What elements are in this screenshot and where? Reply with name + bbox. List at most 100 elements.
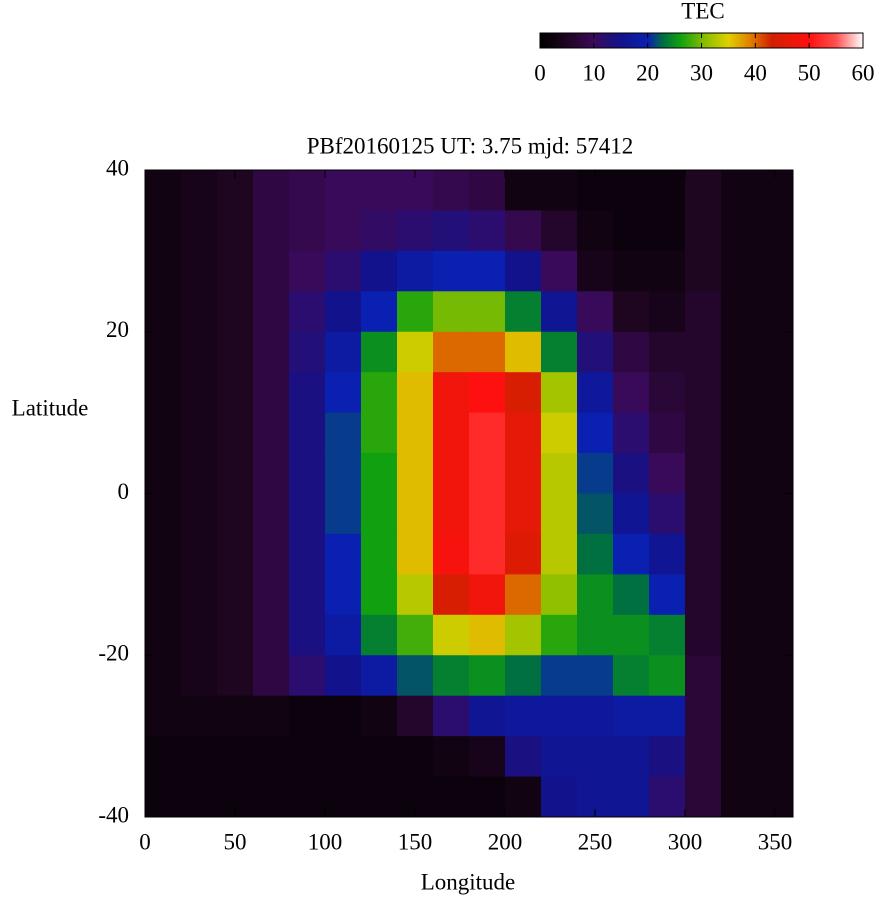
colorbar-tick-label: 60 bbox=[852, 60, 875, 85]
x-tick-label: 100 bbox=[308, 829, 343, 854]
heatmap-cell bbox=[505, 574, 542, 616]
x-tick-label: 150 bbox=[398, 829, 433, 854]
heatmap-cell bbox=[757, 291, 794, 333]
heatmap-cell bbox=[541, 614, 578, 656]
heatmap-cell bbox=[577, 533, 614, 575]
heatmap-cell bbox=[649, 493, 686, 535]
heatmap-cell bbox=[685, 250, 722, 292]
heatmap-cell bbox=[685, 372, 722, 414]
heatmap-cell bbox=[361, 574, 398, 616]
heatmap-cell bbox=[217, 736, 254, 778]
heatmap-cell bbox=[253, 655, 290, 697]
heatmap-cell bbox=[469, 170, 506, 211]
heatmap-cell bbox=[505, 736, 542, 778]
heatmap-cell bbox=[325, 331, 362, 373]
heatmap-cell bbox=[361, 210, 398, 252]
heatmap-cell bbox=[181, 372, 218, 414]
heatmap-cell bbox=[181, 574, 218, 616]
chart-title: PBf20160125 UT: 3.75 mjd: 57412 bbox=[307, 133, 634, 158]
heatmap-cell bbox=[505, 331, 542, 373]
heatmap-cell bbox=[469, 412, 506, 454]
heatmap-cell bbox=[181, 331, 218, 373]
heatmap-cell bbox=[613, 574, 650, 616]
heatmap-cell bbox=[253, 493, 290, 535]
heatmap-cell bbox=[541, 736, 578, 778]
heatmap-cell bbox=[361, 331, 398, 373]
heatmap-cell bbox=[685, 291, 722, 333]
heatmap-cell bbox=[685, 493, 722, 535]
heatmap-cell bbox=[721, 655, 758, 697]
heatmap-cell bbox=[253, 736, 290, 778]
heatmap-cell bbox=[397, 372, 434, 414]
heatmap-cell bbox=[649, 614, 686, 656]
heatmap-cell bbox=[505, 533, 542, 575]
heatmap-cell bbox=[217, 533, 254, 575]
heatmap-cell bbox=[145, 695, 182, 737]
heatmap-cell bbox=[649, 412, 686, 454]
x-tick-label: 50 bbox=[224, 829, 247, 854]
heatmap-cell bbox=[649, 170, 686, 211]
heatmap-cell bbox=[361, 736, 398, 778]
heatmap-cell bbox=[721, 170, 758, 211]
heatmap-cell bbox=[145, 655, 182, 697]
heatmap-cell bbox=[613, 695, 650, 737]
heatmap-cell bbox=[217, 250, 254, 292]
heatmap-cell bbox=[397, 412, 434, 454]
heatmap-cell bbox=[505, 614, 542, 656]
heatmap-cell bbox=[325, 533, 362, 575]
heatmap-cell bbox=[397, 331, 434, 373]
heatmap-cell bbox=[505, 655, 542, 697]
heatmap-cell bbox=[145, 412, 182, 454]
heatmap-cell bbox=[433, 331, 470, 373]
heatmap-cell bbox=[577, 614, 614, 656]
heatmap-cell bbox=[613, 250, 650, 292]
heatmap-cell bbox=[253, 331, 290, 373]
heatmap-cell bbox=[757, 210, 794, 252]
x-tick-label: 350 bbox=[758, 829, 793, 854]
heatmap-cell bbox=[757, 372, 794, 414]
heatmap-cell bbox=[253, 170, 290, 211]
heatmap-cell bbox=[469, 695, 506, 737]
heatmap-cell bbox=[397, 695, 434, 737]
heatmap-cell bbox=[469, 533, 506, 575]
heatmap-cell bbox=[577, 372, 614, 414]
heatmap-cell bbox=[289, 695, 326, 737]
heatmap-cell bbox=[613, 412, 650, 454]
heatmap-cell bbox=[433, 412, 470, 454]
heatmap-cell bbox=[361, 533, 398, 575]
colorbar-tick-label: 0 bbox=[534, 60, 546, 85]
heatmap-cell bbox=[721, 291, 758, 333]
heatmap-cell bbox=[649, 736, 686, 778]
heatmap-cell bbox=[217, 210, 254, 252]
heatmap-cell bbox=[325, 776, 362, 818]
heatmap-cell bbox=[253, 372, 290, 414]
y-tick-label: 0 bbox=[118, 479, 130, 504]
heatmap-cell bbox=[361, 412, 398, 454]
heatmap-cell bbox=[469, 776, 506, 818]
heatmap-cell bbox=[433, 695, 470, 737]
heatmap-cell bbox=[145, 493, 182, 535]
heatmap-cell bbox=[181, 533, 218, 575]
heatmap-cell bbox=[685, 412, 722, 454]
heatmap-cell bbox=[721, 776, 758, 818]
heatmap-cell bbox=[361, 614, 398, 656]
y-axis-label: Latitude bbox=[12, 395, 89, 420]
heatmap-cell bbox=[685, 695, 722, 737]
heatmap-cell bbox=[541, 493, 578, 535]
heatmap-cell bbox=[361, 453, 398, 494]
heatmap-cell bbox=[721, 210, 758, 252]
heatmap-cell bbox=[433, 170, 470, 211]
heatmap-cell bbox=[757, 574, 794, 616]
heatmap-cell bbox=[145, 250, 182, 292]
heatmap-cell bbox=[577, 736, 614, 778]
heatmap-cell bbox=[289, 331, 326, 373]
heatmap-cell bbox=[433, 493, 470, 535]
heatmap-cell bbox=[145, 736, 182, 778]
heatmap-cell bbox=[145, 331, 182, 373]
heatmap-cell bbox=[397, 736, 434, 778]
heatmap-cell bbox=[541, 655, 578, 697]
heatmap-cell bbox=[505, 291, 542, 333]
heatmap-cell bbox=[505, 372, 542, 414]
heatmap-cell bbox=[433, 250, 470, 292]
